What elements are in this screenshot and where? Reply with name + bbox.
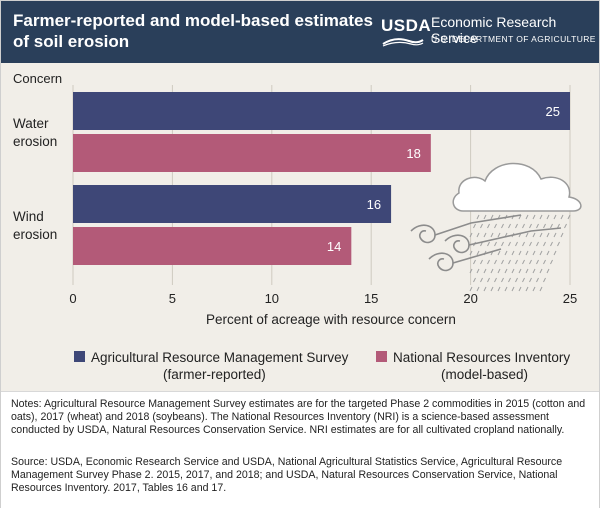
legend-nri-line2: (model-based) <box>441 367 529 382</box>
bar-nri-wind <box>73 227 352 265</box>
data-label: 16 <box>367 197 381 212</box>
x-tick-label: 25 <box>563 291 577 306</box>
data-label: 25 <box>546 104 560 119</box>
x-tick-label: 20 <box>463 291 477 306</box>
rain-icon <box>469 214 571 292</box>
data-label: 14 <box>327 239 341 254</box>
bar-arms-water <box>73 92 570 130</box>
bar-arms-wind <box>73 185 392 223</box>
source-text: Source: USDA, Economic Research Service … <box>11 456 563 495</box>
legend-item-nri: National Resources Inventory (model-base… <box>393 349 570 383</box>
bar-nri-water <box>73 134 431 172</box>
legend-arms-line1: Agricultural Resource Management Survey <box>91 350 349 365</box>
x-tick-label: 10 <box>265 291 279 306</box>
plot-area: Concern 25 18 16 14 Water erosion Wind erosion… <box>1 63 599 341</box>
category-label: Wind erosion <box>13 209 57 242</box>
x-tick-label: 0 <box>69 291 76 306</box>
x-axis-title: Percent of acreage with resource concern <box>206 312 456 327</box>
y-axis-title: Concern <box>13 71 62 86</box>
legend-swatch-nri <box>376 351 387 362</box>
usda-logo-text: USDA <box>381 16 432 35</box>
data-label: 18 <box>406 146 420 161</box>
usda-swoosh-icon <box>382 38 424 47</box>
x-tick-label: 15 <box>364 291 378 306</box>
agency-name: Economic Research Service <box>431 14 557 46</box>
x-tick-label: 5 <box>169 291 176 306</box>
legend-swatch-arms <box>74 351 85 362</box>
wind-swirl-icon <box>410 214 562 272</box>
legend-arms-line2: (farmer-reported) <box>163 367 266 382</box>
header: Farmer-reported and model-based estimate… <box>1 1 599 63</box>
bar-chart: Concern 25 18 16 14 Water erosion Wind erosion… <box>13 71 582 327</box>
legend-item-arms: Agricultural Resource Management Survey … <box>91 349 348 383</box>
notes-section: Notes: Agricultural Resource Management … <box>1 391 599 508</box>
cloud-icon <box>452 162 582 212</box>
legend: Agricultural Resource Management Survey … <box>1 341 599 391</box>
department-name: U.S. DEPARTMENT OF AGRICULTURE <box>431 34 596 44</box>
category-label: Water erosion <box>13 116 57 149</box>
chart-title: Farmer-reported and model-based estimate… <box>13 11 373 51</box>
legend-nri-line1: National Resources Inventory <box>393 350 571 365</box>
notes-text: Notes: Agricultural Resource Management … <box>11 398 586 437</box>
